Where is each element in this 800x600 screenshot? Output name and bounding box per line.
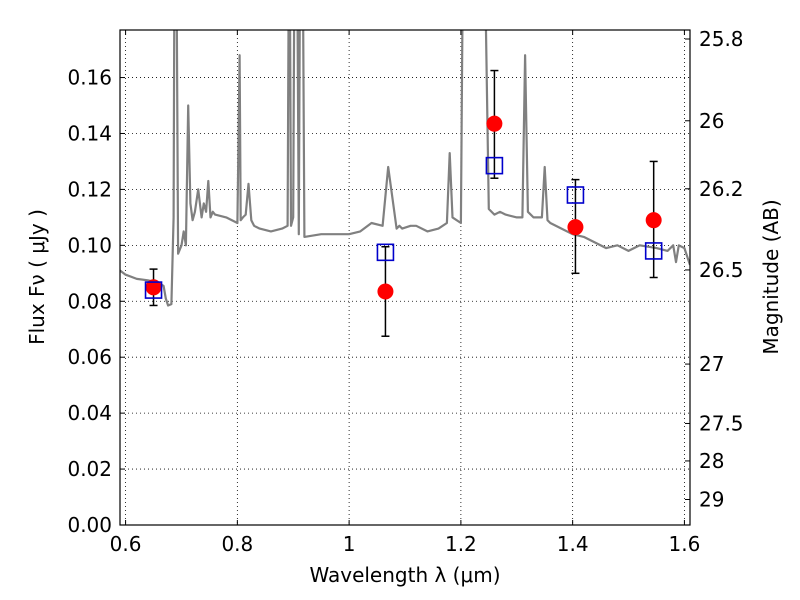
right-axis-tick-label: 26.5 bbox=[699, 258, 744, 282]
x-tick-label: 1.2 bbox=[445, 532, 477, 556]
y-axis-label: Flux Fν ( μJy ) bbox=[25, 209, 49, 345]
y-tick-label: 0.06 bbox=[67, 345, 112, 369]
grid bbox=[120, 30, 690, 526]
right-axis-tick-label: 26 bbox=[699, 109, 724, 133]
y-tick-label: 0.08 bbox=[67, 289, 112, 313]
model-point bbox=[566, 186, 585, 204]
model-point bbox=[485, 156, 504, 175]
right-axis-tick-label: 28 bbox=[699, 449, 724, 473]
y-tick-label: 0.04 bbox=[67, 401, 112, 425]
x-tick-label: 0.6 bbox=[110, 532, 142, 556]
y-tick-label: 0.10 bbox=[67, 233, 112, 257]
axes: 0.6 0.8 1 1.2 1.4 1.6 0.00 0.02 0.04 0.06 0.08 0.10… bbox=[67, 27, 743, 556]
spectrum-line bbox=[120, 30, 690, 307]
right-axis-tick-label: 27 bbox=[699, 352, 724, 376]
x-tick-label: 1.4 bbox=[557, 532, 589, 556]
model-point bbox=[144, 281, 163, 299]
right-axis-tick-label: 26.2 bbox=[699, 177, 744, 201]
observed-point bbox=[377, 283, 394, 300]
x-axis-label: Wavelength λ (μm) bbox=[309, 563, 500, 587]
right-axis-tick-label: 29 bbox=[699, 487, 724, 511]
model-point bbox=[644, 242, 663, 260]
y-tick-label: 0.14 bbox=[67, 121, 112, 145]
x-tick-label: 1.6 bbox=[669, 532, 701, 556]
y-tick-label: 0.02 bbox=[67, 457, 112, 481]
observed-point bbox=[486, 115, 503, 132]
observed-point bbox=[567, 219, 584, 236]
y-tick-label: 0.00 bbox=[67, 513, 112, 537]
y-tick-label: 0.12 bbox=[67, 177, 112, 201]
right-axis-tick-label: 25.8 bbox=[699, 27, 744, 51]
plot-frame bbox=[119, 29, 691, 526]
y-tick-label: 0.16 bbox=[67, 66, 112, 90]
right-axis-label: Magnitude (AB) bbox=[759, 199, 783, 354]
plot-area bbox=[120, 30, 690, 337]
x-tick-label: 0.8 bbox=[221, 532, 253, 556]
model-point bbox=[376, 243, 395, 262]
x-tick-label: 1 bbox=[343, 532, 356, 556]
right-axis-tick-label: 27.5 bbox=[699, 411, 744, 435]
observed-point bbox=[645, 212, 662, 229]
